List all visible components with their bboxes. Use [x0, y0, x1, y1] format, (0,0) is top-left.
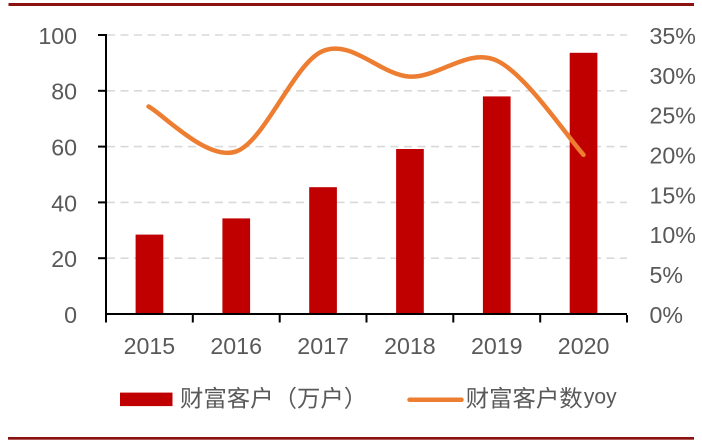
svg-text:5%: 5%	[650, 262, 684, 288]
svg-text:2017: 2017	[297, 333, 349, 359]
svg-text:2015: 2015	[124, 333, 176, 359]
svg-text:15%: 15%	[650, 182, 696, 208]
svg-text:0%: 0%	[650, 302, 684, 328]
svg-text:yoy: yoy	[584, 386, 617, 409]
svg-text:2018: 2018	[384, 333, 436, 359]
svg-text:10%: 10%	[650, 222, 696, 248]
svg-text:25%: 25%	[650, 103, 696, 129]
svg-text:30%: 30%	[650, 63, 696, 89]
svg-text:100: 100	[38, 23, 77, 49]
svg-text:20: 20	[51, 246, 77, 272]
svg-text:2020: 2020	[558, 333, 610, 359]
svg-text:60: 60	[51, 135, 77, 161]
svg-text:0: 0	[64, 302, 77, 328]
svg-text:20%: 20%	[650, 143, 696, 169]
svg-text:35%: 35%	[650, 23, 696, 49]
svg-text:80: 80	[51, 79, 77, 105]
svg-text:2016: 2016	[210, 333, 262, 359]
svg-text:2019: 2019	[471, 333, 523, 359]
svg-text:40: 40	[51, 190, 77, 216]
